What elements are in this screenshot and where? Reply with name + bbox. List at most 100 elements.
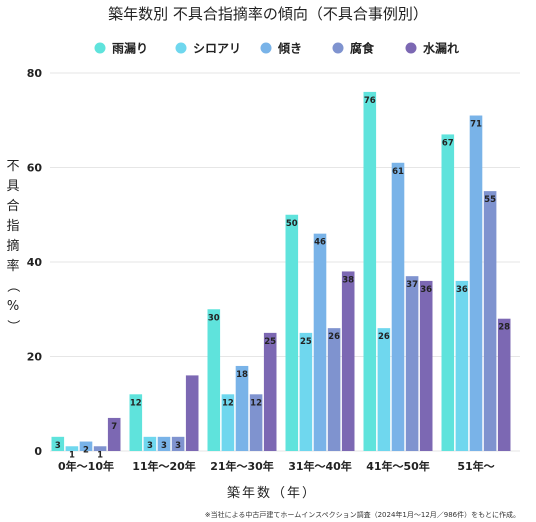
bar [93,446,107,451]
x-tick-label: 31年～40年 [288,459,352,473]
y-tick-label: 60 [27,162,43,175]
data-label: 61 [392,167,404,177]
legend-swatch [260,42,272,54]
y-tick-label: 40 [27,256,43,269]
data-label: 76 [364,96,376,106]
bar [469,115,483,452]
data-label: 30 [208,313,220,323]
y-axis-label-char: % [7,299,19,314]
data-label: 26 [378,332,390,342]
data-label: 50 [286,219,298,229]
x-tick-label: 11年～20年 [132,459,196,473]
footnote: ※当社による中古戸建てホームインスペクション調査（2024年1月～12月／986… [205,510,520,519]
x-tick-label: 0年～10年 [58,459,114,473]
y-axis-label-char: ） [5,319,20,332]
bar [263,332,277,451]
y-axis-label-char: 合 [6,199,19,214]
legend-label: 水漏れ [423,41,459,56]
bar [79,441,93,451]
data-label: 36 [420,285,432,295]
bar [363,91,377,452]
y-tick-label: 20 [27,351,43,364]
data-label: 3 [175,441,181,451]
y-tick-label: 0 [34,445,42,458]
data-label: 38 [342,275,354,285]
y-axis: 0 20 40 60 80 [27,67,43,458]
bar [441,134,455,452]
bar [341,271,355,451]
data-label: 46 [314,238,326,248]
bar [207,309,221,451]
y-axis-label-char: 摘 [6,238,19,254]
data-label: 36 [456,285,468,295]
data-label: 12 [222,398,234,408]
data-label: 1 [69,450,75,460]
legend: 雨漏り シロアリ 傾き 腐食 水漏れ [94,41,459,56]
data-label: 37 [406,280,418,290]
x-axis: 0年～10年 11年～20年 21年～30年 31年～40年 41年～50年 51年～ [58,459,495,473]
bar [157,436,171,451]
legend-label: 雨漏り [112,41,148,56]
bar [455,280,469,451]
legend-item-1: 雨漏り [94,41,148,56]
data-label: 7 [111,422,117,432]
legend-label: 傾き [277,41,302,56]
y-axis-label-char: 不 [6,159,19,174]
x-tick-label: 41年～50年 [366,459,430,473]
data-label: 12 [130,398,142,408]
data-label: 3 [55,441,61,451]
bar [107,417,121,451]
bar [377,328,391,451]
legend-swatch [405,42,417,54]
bar [483,191,497,451]
x-tick-label: 21年～30年 [210,459,274,473]
y-axis-label: 不具合指摘率 （% ） [5,159,20,333]
data-label: 2 [83,446,89,456]
y-axis-label-char: （ [5,279,20,292]
data-label: 26 [328,332,340,342]
bar [391,162,405,451]
legend-item-2: シロアリ [175,42,241,56]
bar [185,375,199,451]
x-axis-label: 築年数（年） [227,486,317,501]
bar [171,436,185,451]
data-label: 71 [470,120,482,130]
data-label: 3 [161,441,167,451]
legend-item-4: 腐食 [332,41,375,56]
bar [51,436,65,451]
data-label: 67 [442,138,454,148]
bar [249,394,263,451]
y-tick-label: 80 [27,67,43,80]
bar [313,233,327,451]
legend-label: 腐食 [350,41,375,56]
data-label: 25 [264,337,276,347]
bar [299,332,313,451]
data-label: 25 [300,337,312,347]
data-label: 55 [484,195,496,205]
bar [419,280,433,451]
y-axis-label-char: 指 [6,219,19,234]
x-tick-label: 51年～ [457,459,494,473]
legend-swatch [332,42,344,54]
bar [497,318,511,451]
bar [129,394,143,451]
data-label: 18 [236,370,248,380]
legend-label: シロアリ [193,42,241,56]
y-axis-label-char: 率 [6,258,19,274]
bar [221,394,235,451]
bar [327,328,341,451]
legend-swatch [175,42,187,54]
bars [51,91,511,452]
data-label: 28 [498,323,510,333]
bar [285,214,299,451]
data-label: 12 [250,398,262,408]
bar [65,446,79,451]
bar [405,276,419,451]
data-label: 1 [97,450,103,460]
legend-item-5: 水漏れ [405,41,459,56]
legend-swatch [94,42,106,54]
y-axis-label-char: 具 [6,179,19,194]
data-label: 3 [147,441,153,451]
